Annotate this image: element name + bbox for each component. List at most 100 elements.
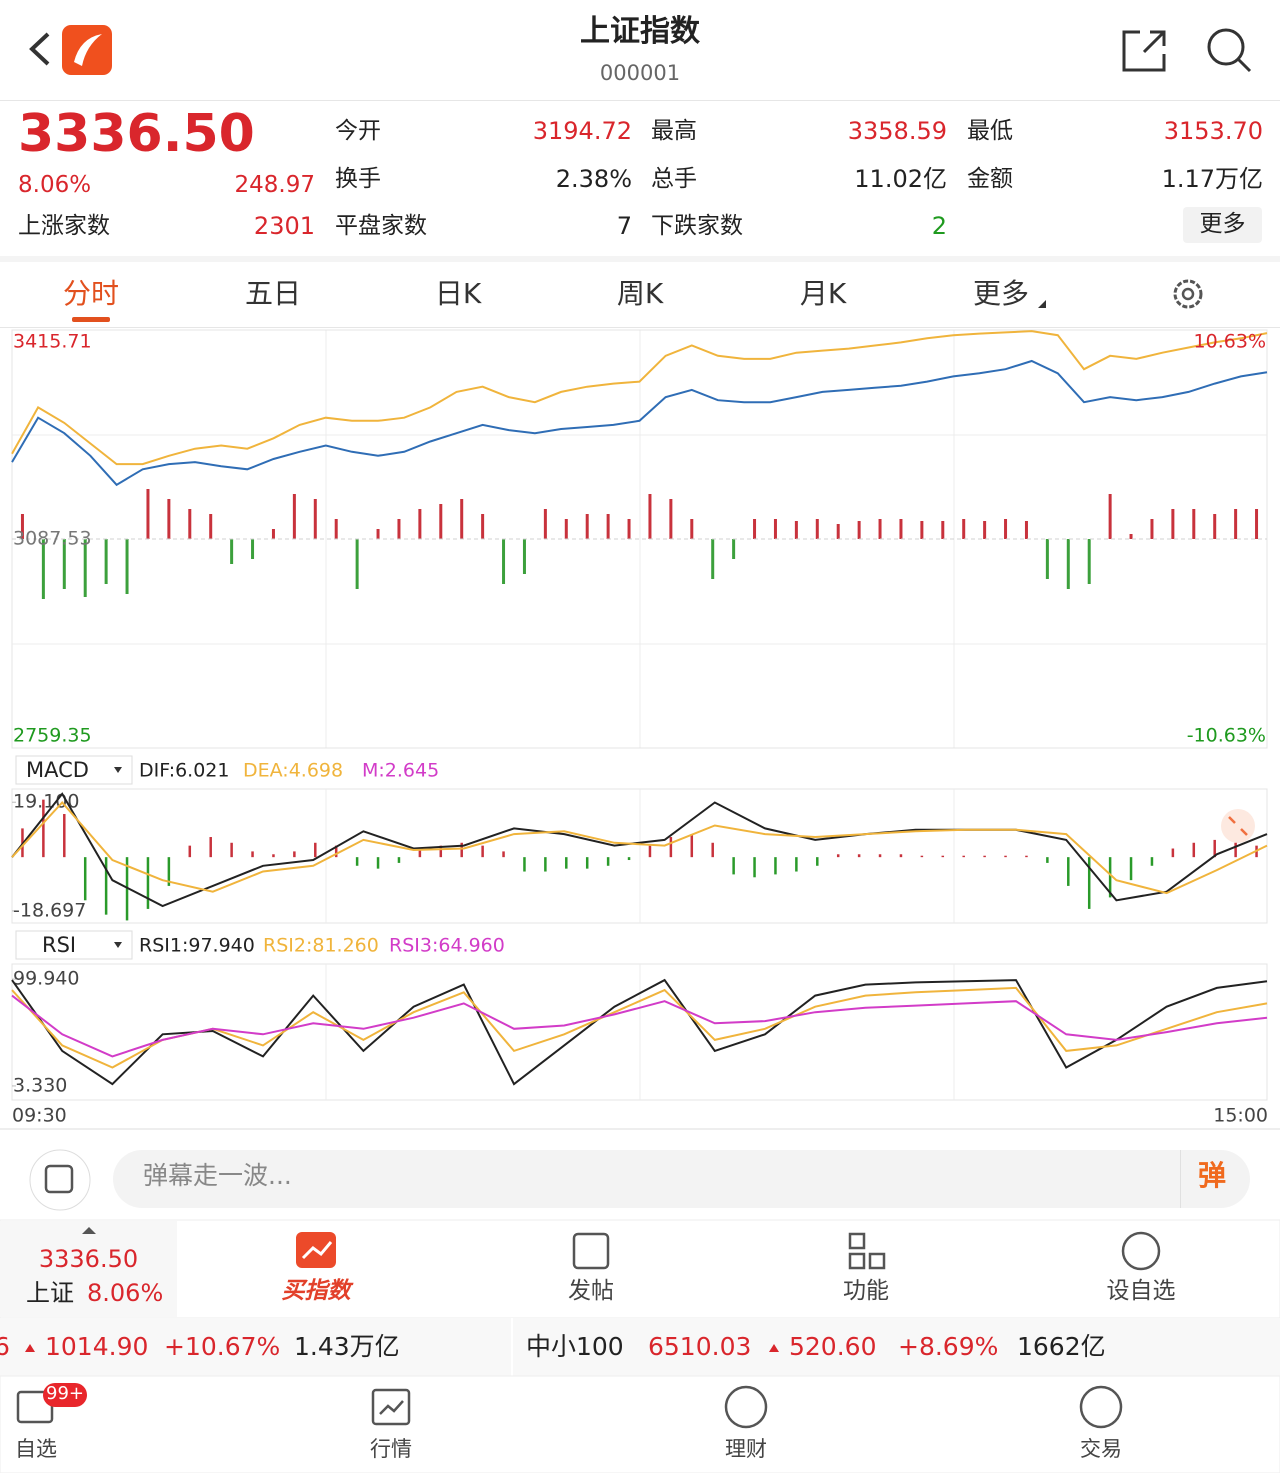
bar [1067, 857, 1070, 886]
expand-icon[interactable] [1221, 809, 1255, 843]
stat-label: 下跌家数 [651, 213, 743, 239]
stat-value: 2301 [253, 212, 315, 240]
bar [857, 521, 861, 539]
bar [1129, 857, 1133, 881]
bar [753, 857, 756, 878]
nav-icon[interactable] [16, 1390, 54, 1424]
bar [63, 814, 66, 858]
back-icon[interactable] [29, 32, 50, 66]
divider [0, 1128, 1280, 1130]
nav-label[interactable]: 行情 [370, 1437, 412, 1461]
tab[interactable]: 五日 [244, 277, 301, 310]
bar [983, 521, 987, 539]
bar [920, 521, 924, 539]
tab-indicator [72, 317, 110, 322]
tab[interactable]: 月K [799, 277, 847, 310]
bar [774, 857, 777, 875]
bar [815, 519, 819, 539]
bar [355, 539, 359, 589]
logo-mark [74, 34, 102, 66]
tab[interactable]: 日K [434, 277, 482, 310]
bar [711, 539, 715, 579]
settings-icon [1181, 287, 1195, 301]
y-tick-label: 3415.71 [13, 331, 92, 353]
action-icon[interactable] [1121, 1231, 1161, 1271]
comment-input[interactable] [113, 1150, 1250, 1208]
bar [146, 857, 150, 909]
ticker-price: 6 [0, 1332, 10, 1361]
rsi-selector[interactable] [15, 930, 133, 960]
action-label[interactable]: 买指数 [281, 1278, 351, 1304]
bar [795, 857, 798, 872]
bar [146, 489, 150, 539]
bar [439, 504, 443, 539]
ticker-name: 中小100 [526, 1332, 624, 1361]
bar [1087, 857, 1091, 909]
settings-icon[interactable] [1173, 279, 1203, 309]
bar [1171, 509, 1175, 539]
nav-label[interactable]: 自选 [15, 1437, 57, 1461]
comment-icon[interactable] [29, 1149, 91, 1211]
stat-label: 最低 [967, 118, 1013, 144]
nav-icon[interactable] [371, 1388, 411, 1426]
bar [104, 857, 108, 915]
bar [564, 519, 568, 539]
action-label[interactable]: 功能 [843, 1278, 889, 1304]
nav-icon [379, 1400, 404, 1415]
bar [606, 857, 610, 866]
bar [1171, 848, 1175, 858]
index-pct: 8.06% [87, 1279, 164, 1307]
bar [188, 509, 192, 539]
bar [1234, 509, 1238, 539]
bar [1255, 509, 1259, 539]
macd-selector[interactable] [15, 755, 133, 785]
line [11, 978, 1268, 1086]
legend: M:2.645 [362, 760, 439, 782]
dropdown-icon [1038, 300, 1046, 308]
bar [209, 514, 213, 539]
bar [669, 837, 673, 858]
index-name: 上证 [26, 1279, 74, 1307]
bar [355, 857, 359, 866]
bar [857, 854, 861, 858]
more-button[interactable] [1183, 207, 1262, 243]
bar [585, 857, 589, 869]
legend: RSI1:97.940 [139, 935, 255, 957]
selector: RSI [42, 933, 76, 957]
badge [43, 1383, 87, 1407]
comment-placeholder[interactable]: 弹幕走一波... [143, 1161, 292, 1190]
bar [62, 539, 66, 589]
bar [523, 857, 526, 872]
action-icon [848, 1252, 866, 1270]
action-label[interactable]: 设自选 [1106, 1278, 1176, 1304]
stat-value: 2.38% [555, 165, 632, 193]
nav-label[interactable]: 理财 [725, 1437, 767, 1461]
tab[interactable]: 更多 [972, 277, 1029, 310]
bar [167, 499, 171, 539]
bar [565, 857, 568, 869]
index-price: 3336.50 [38, 1245, 139, 1273]
bar [397, 857, 401, 863]
search-icon[interactable] [1207, 28, 1245, 66]
bar [627, 857, 631, 861]
action-icon [301, 1241, 333, 1260]
action-icon [868, 1252, 886, 1270]
tab[interactable]: 分时 [62, 277, 119, 310]
more-label[interactable]: 更多 [1199, 211, 1246, 237]
bar [83, 539, 87, 597]
ticker-amount: 1.43万亿 [294, 1332, 400, 1361]
action-icon[interactable] [848, 1232, 866, 1250]
x-label: 09:30 [12, 1105, 67, 1127]
nav-icon[interactable] [1079, 1385, 1123, 1429]
tab[interactable]: 周K [616, 277, 664, 310]
pct-label: 10.63% [1194, 331, 1266, 353]
nav-label[interactable]: 交易 [1080, 1437, 1122, 1461]
share-icon[interactable] [1122, 30, 1166, 72]
danmu-button[interactable]: 弹 [1198, 1159, 1227, 1192]
action-label[interactable]: 发帖 [568, 1278, 614, 1304]
bar [83, 857, 87, 901]
action-icon[interactable] [572, 1232, 610, 1270]
bar [272, 854, 275, 858]
code: 000001 [599, 61, 681, 85]
nav-icon[interactable] [724, 1385, 768, 1429]
